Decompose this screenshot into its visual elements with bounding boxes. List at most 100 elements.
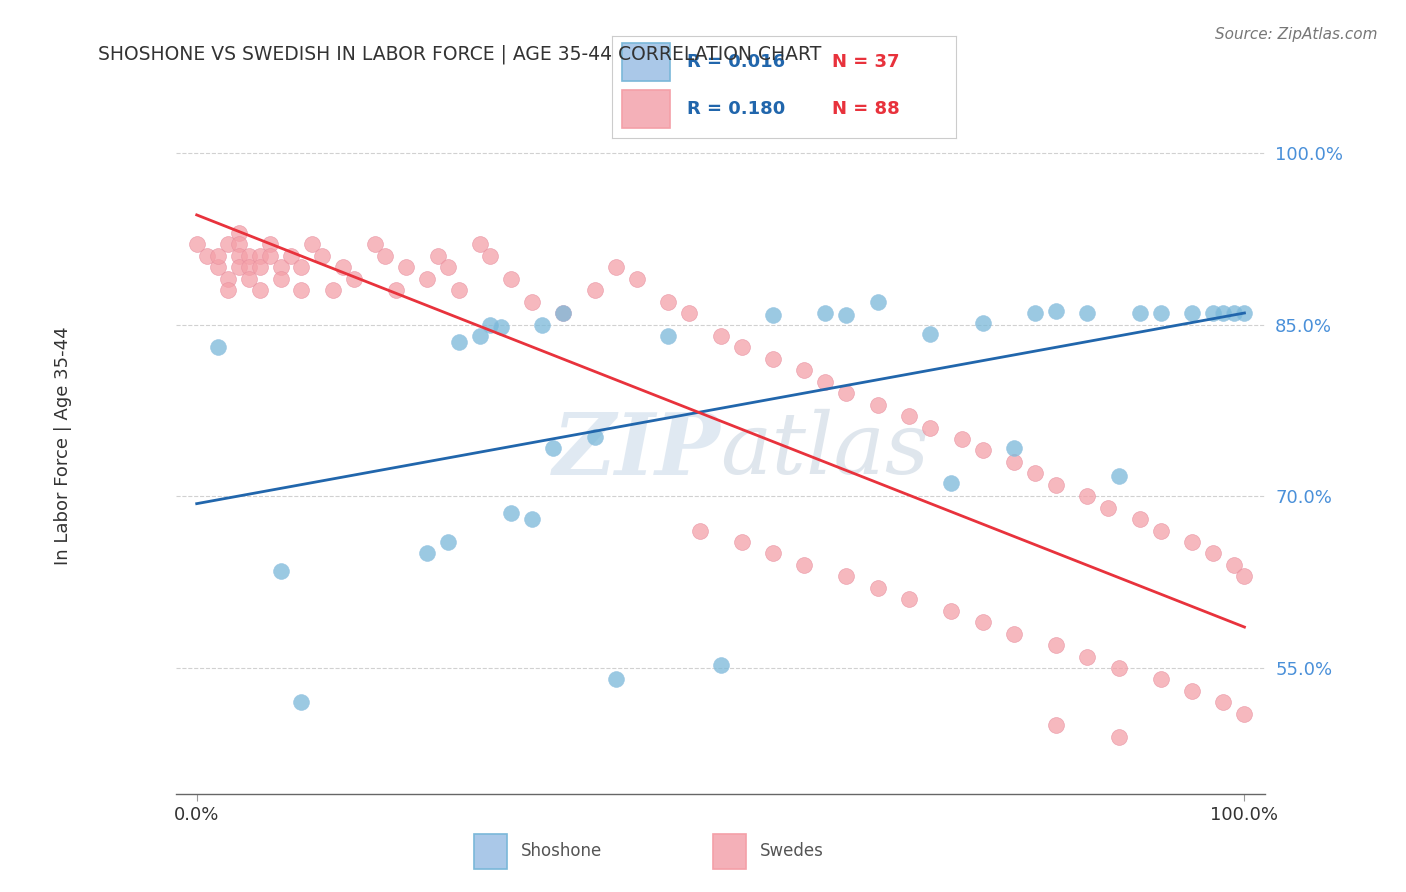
Point: [437, 260, 460, 275]
Point: [384, 283, 406, 297]
Point: [762, 351, 785, 366]
Point: [689, 524, 711, 538]
Point: [762, 546, 785, 560]
Point: [657, 294, 679, 309]
Point: [531, 318, 554, 332]
Point: [332, 260, 354, 275]
Point: [1108, 661, 1130, 675]
Point: [709, 657, 731, 672]
Point: [228, 237, 250, 252]
Point: [1076, 649, 1098, 664]
Text: SHOSHONE VS SWEDISH IN LABOR FORCE | AGE 35-44 CORRELATION CHART: SHOSHONE VS SWEDISH IN LABOR FORCE | AGE…: [98, 45, 821, 64]
Point: [280, 249, 302, 263]
Point: [972, 317, 994, 331]
Point: [678, 306, 700, 320]
Point: [290, 695, 312, 709]
Point: [730, 340, 752, 354]
Point: [898, 409, 921, 424]
Point: [657, 329, 679, 343]
Point: [1108, 468, 1130, 483]
Point: [793, 558, 815, 572]
Point: [364, 237, 387, 252]
Point: [972, 615, 994, 630]
Point: [249, 283, 271, 297]
Text: In Labor Force | Age 35-44: In Labor Force | Age 35-44: [55, 326, 72, 566]
Point: [920, 326, 942, 341]
Point: [1202, 546, 1225, 560]
Point: [583, 283, 606, 297]
Point: [1108, 730, 1130, 744]
Point: [1212, 695, 1234, 709]
Point: [195, 249, 218, 263]
Text: N = 37: N = 37: [832, 53, 900, 70]
Point: [950, 432, 973, 446]
Point: [1045, 718, 1067, 732]
Point: [553, 306, 575, 320]
Point: [207, 249, 229, 263]
Text: Swedes: Swedes: [761, 842, 824, 861]
Point: [207, 260, 229, 275]
Point: [939, 604, 962, 618]
Point: [468, 237, 491, 252]
Point: [1129, 306, 1152, 320]
Point: [1223, 306, 1246, 320]
Point: [1002, 441, 1025, 455]
Point: [709, 329, 731, 343]
FancyBboxPatch shape: [713, 834, 747, 869]
Point: [730, 535, 752, 549]
Point: [1024, 306, 1046, 320]
Point: [762, 309, 785, 323]
Point: [1002, 455, 1025, 469]
Point: [499, 507, 522, 521]
Point: [238, 271, 260, 285]
Point: [290, 260, 312, 275]
Point: [1233, 706, 1256, 721]
FancyBboxPatch shape: [621, 43, 671, 81]
Point: [1212, 306, 1234, 320]
Point: [1129, 512, 1152, 526]
Point: [1045, 478, 1067, 492]
Point: [270, 564, 292, 578]
Point: [972, 443, 994, 458]
Point: [238, 260, 260, 275]
Point: [1181, 535, 1204, 549]
Point: [520, 512, 543, 526]
Text: R = 0.016: R = 0.016: [688, 53, 786, 70]
Point: [426, 249, 449, 263]
Point: [270, 271, 292, 285]
Text: Source: ZipAtlas.com: Source: ZipAtlas.com: [1215, 27, 1378, 42]
Point: [835, 569, 858, 583]
Point: [186, 237, 208, 252]
Point: [1097, 500, 1119, 515]
Text: ZIP: ZIP: [553, 409, 721, 492]
Point: [228, 260, 250, 275]
Point: [814, 306, 837, 320]
Point: [866, 398, 889, 412]
Point: [920, 420, 942, 434]
Point: [207, 340, 229, 354]
Point: [479, 318, 502, 332]
Point: [437, 535, 460, 549]
Point: [447, 283, 470, 297]
Point: [939, 475, 962, 490]
Point: [499, 271, 522, 285]
Point: [1045, 303, 1067, 318]
Point: [605, 260, 627, 275]
Point: [479, 249, 502, 263]
Point: [1202, 306, 1225, 320]
Text: atlas: atlas: [721, 409, 929, 491]
Point: [374, 249, 396, 263]
Point: [217, 283, 239, 297]
Text: N = 88: N = 88: [832, 100, 900, 118]
Point: [793, 363, 815, 377]
Point: [1233, 569, 1256, 583]
Point: [553, 306, 575, 320]
Text: Shoshone: Shoshone: [522, 842, 603, 861]
Point: [541, 441, 564, 455]
Point: [605, 673, 627, 687]
FancyBboxPatch shape: [474, 834, 508, 869]
Point: [270, 260, 292, 275]
Point: [898, 592, 921, 607]
Point: [343, 271, 366, 285]
Point: [1149, 306, 1171, 320]
